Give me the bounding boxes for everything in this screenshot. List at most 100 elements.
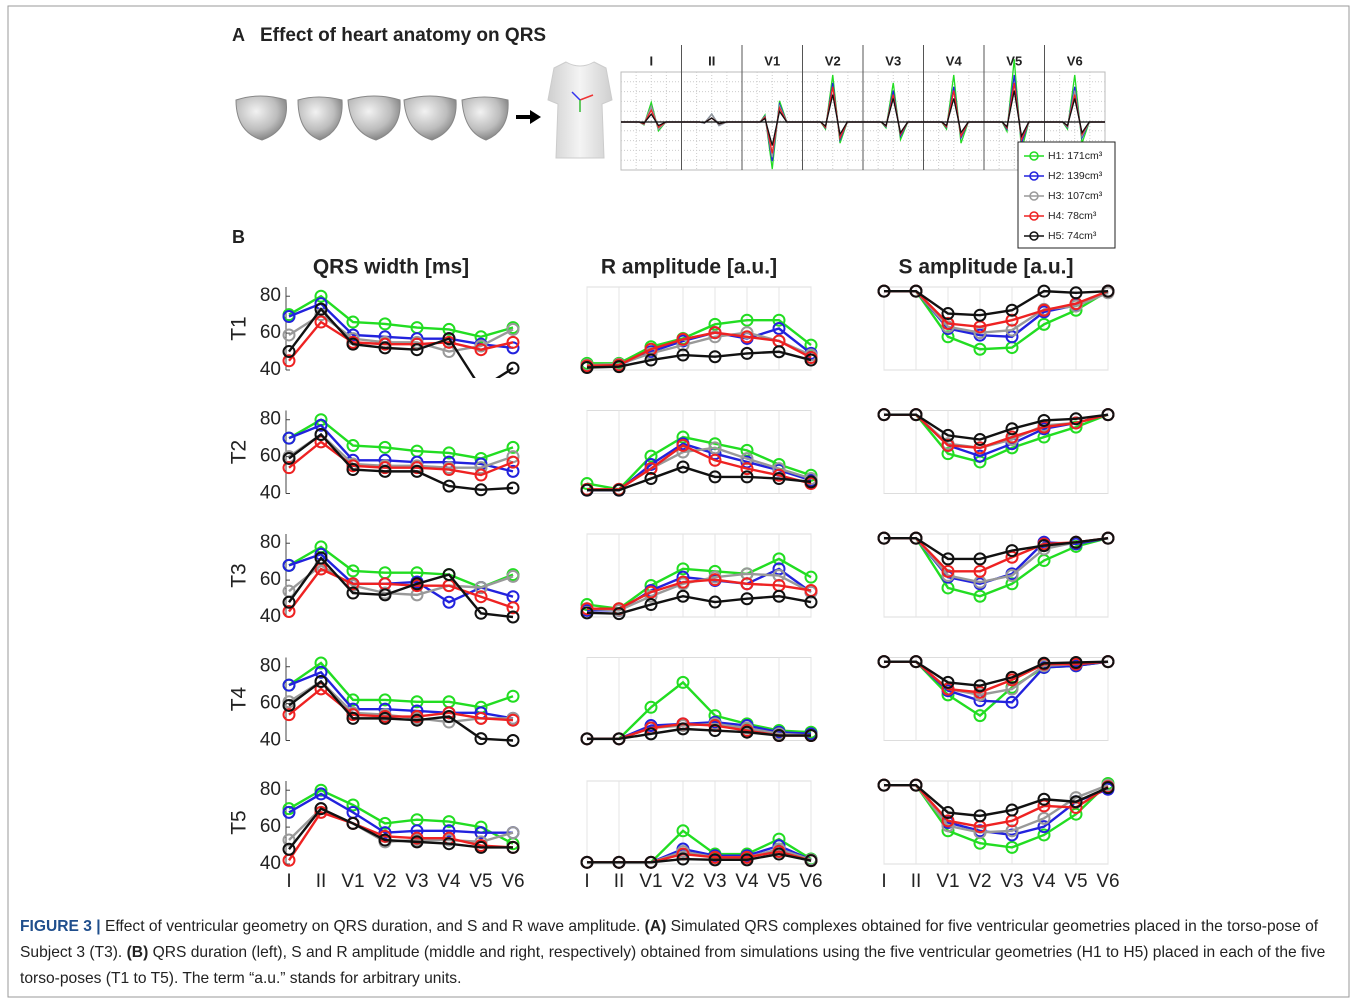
series-marker: [410, 577, 424, 591]
series-marker: [1037, 303, 1051, 317]
series-marker: [442, 706, 456, 720]
x-tick-label: V2: [968, 871, 991, 892]
series-marker: [314, 802, 328, 816]
series-marker: [1005, 569, 1019, 582]
series-marker: [282, 451, 296, 465]
series-marker: [506, 455, 520, 469]
legend-marker: [1029, 231, 1039, 241]
subplot: [580, 657, 818, 746]
series-marker: [474, 606, 488, 620]
series-marker: [282, 354, 296, 368]
series-marker: [314, 427, 328, 441]
series-marker: [676, 438, 690, 452]
series-marker: [1005, 577, 1019, 591]
series-marker: [973, 809, 987, 823]
torso-axes: [571, 91, 594, 112]
series-marker: [314, 665, 328, 679]
series-marker: [909, 531, 923, 545]
series-marker: [474, 339, 488, 353]
series-marker: [1069, 795, 1083, 809]
series-marker: [708, 470, 722, 484]
series-marker: [612, 855, 626, 869]
lead-label: V4: [946, 53, 963, 68]
series-marker: [474, 840, 488, 854]
y-tick-label: 60: [260, 322, 281, 343]
x-tick-label: V1: [936, 871, 959, 892]
caption-text: (B): [126, 944, 149, 961]
series-marker: [506, 601, 520, 615]
series-line: [288, 307, 514, 378]
row-label: T4: [228, 686, 251, 711]
series-marker: [804, 338, 818, 352]
x-tick-label: V3: [703, 871, 726, 892]
series-marker: [442, 479, 456, 493]
series-marker: [1101, 284, 1115, 298]
legend-label: H4: 78cm³: [1048, 210, 1097, 222]
series-marker: [442, 568, 456, 582]
series-marker: [506, 569, 520, 583]
caption-text: FIGURE 3 |: [20, 918, 105, 935]
series-marker: [1005, 313, 1019, 327]
series-marker: [378, 816, 392, 830]
series-marker: [1037, 811, 1051, 825]
series-line: [288, 661, 514, 709]
column-title: R amplitude [a.u.]: [601, 256, 777, 279]
x-tick-label: II: [614, 871, 625, 892]
ecg-trace: [1044, 98, 1105, 135]
series-marker: [909, 655, 923, 669]
series-marker: [474, 590, 488, 604]
series-marker: [506, 689, 520, 703]
series-marker: [282, 558, 296, 572]
series-marker: [442, 345, 456, 359]
x-tick-label: V1: [341, 871, 364, 892]
series-marker: [973, 552, 987, 566]
series-marker: [506, 335, 520, 349]
series-marker: [346, 315, 360, 329]
series-marker: [1069, 420, 1083, 434]
ecg-trace: [802, 86, 863, 141]
series-marker: [378, 833, 392, 847]
series-marker: [378, 711, 392, 725]
lead-label: V6: [1067, 53, 1083, 68]
series-marker: [676, 348, 690, 362]
series-marker: [1069, 416, 1083, 430]
series-marker: [346, 586, 360, 600]
series-marker: [378, 693, 392, 707]
series-marker: [772, 847, 786, 861]
series-marker: [346, 798, 360, 812]
series-marker: [346, 708, 360, 722]
subplot: 40 60 80: [260, 285, 520, 380]
series-marker: [346, 577, 360, 591]
series-marker: [506, 713, 520, 727]
series-marker: [1101, 531, 1115, 545]
series-marker: [1037, 656, 1051, 670]
series-marker: [378, 317, 392, 331]
series-marker: [973, 709, 987, 723]
series-marker: [580, 732, 594, 746]
series-marker: [442, 815, 456, 829]
subplot: [877, 531, 1115, 618]
series-marker: [506, 440, 520, 454]
series-marker: [378, 588, 392, 602]
series-marker: [708, 573, 722, 587]
series-marker: [1069, 655, 1083, 669]
caption-text: Simulated QRS complexes obtained for fiv…: [20, 918, 1319, 961]
series-marker: [442, 463, 456, 477]
series-marker: [346, 459, 360, 473]
x-tick-label: V5: [469, 871, 492, 892]
series-marker: [314, 418, 328, 432]
series-marker: [474, 580, 488, 594]
series-marker: [941, 447, 955, 461]
series-marker: [314, 783, 328, 797]
series-marker: [941, 806, 955, 820]
series-marker: [877, 778, 891, 792]
series-marker: [442, 837, 456, 851]
series-marker: [314, 674, 328, 688]
series-marker: [740, 577, 754, 591]
y-tick-label: 80: [260, 779, 281, 800]
series-marker: [282, 328, 296, 342]
series-marker: [612, 483, 626, 497]
ecg-trace: [621, 108, 682, 129]
